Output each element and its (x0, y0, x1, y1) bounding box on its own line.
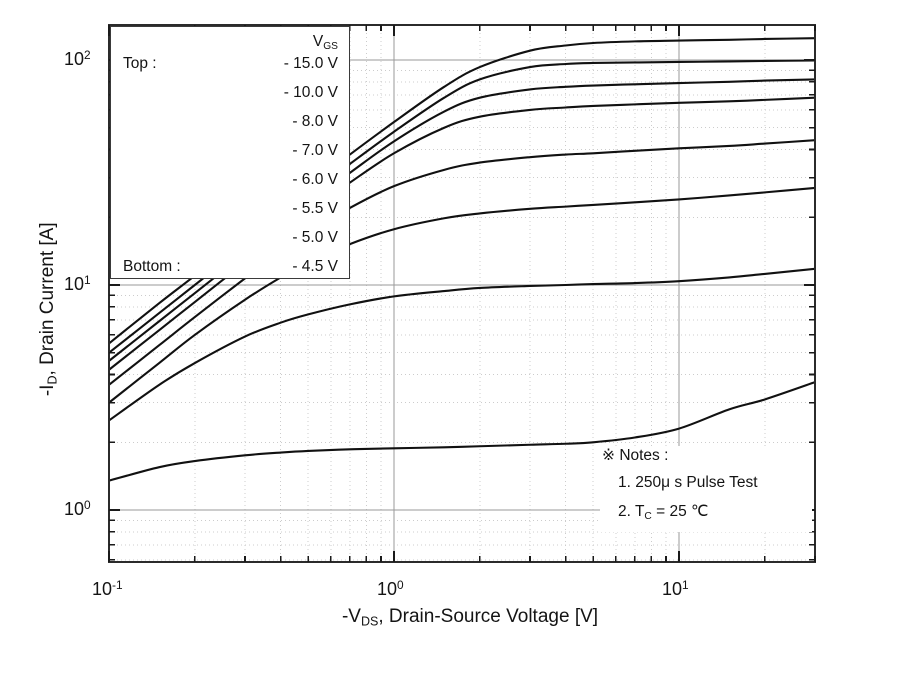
curve-vgs-4 (109, 139, 815, 386)
legend-value-3: - 7.0 V (292, 142, 338, 159)
legend-value-6: - 5.0 V (292, 229, 338, 246)
legend-box: VGS Top : - 15.0 V - 10.0 V - 8.0 V - 7.… (110, 26, 350, 279)
y-tick-label-100: 102 (64, 48, 91, 70)
curve-vgs-5 (109, 186, 815, 404)
curve-vgs-6 (109, 267, 815, 422)
legend-value-7: - 4.5 V (292, 258, 338, 275)
legend-value-2: - 8.0 V (292, 113, 338, 130)
legend-value-4: - 6.0 V (292, 171, 338, 188)
legend-bottom-label: Bottom : (123, 258, 181, 275)
legend-value-1: - 10.0 V (283, 84, 338, 101)
y-tick-label-10: 101 (64, 273, 91, 295)
notes-title: ※ Notes : (602, 447, 669, 464)
x-tick-label-0p1: 10-1 (92, 578, 123, 600)
x-axis-title: -VDS, Drain-Source Voltage [V] (341, 606, 599, 629)
notes-item-1: 1. 250μ s Pulse Test (618, 474, 758, 491)
legend-top-label: Top : (123, 55, 157, 72)
y-axis-title: -ID, Drain Current [A] (36, 222, 60, 397)
curve-vgs-7 (109, 381, 815, 482)
notes-item-2: 2. TC = 25 ℃ (618, 503, 709, 522)
legend-value-0: - 15.0 V (283, 55, 338, 72)
x-tick-label-10: 101 (662, 578, 689, 600)
plot-frame (108, 24, 816, 563)
notes-box: ※ Notes : 1. 250μ s Pulse Test 2. TC = 2… (600, 446, 812, 532)
x-tick-label-1: 100 (377, 578, 404, 600)
legend-header: VGS (312, 33, 338, 52)
legend-value-5: - 5.5 V (292, 200, 338, 217)
y-tick-label-1: 100 (64, 498, 91, 520)
